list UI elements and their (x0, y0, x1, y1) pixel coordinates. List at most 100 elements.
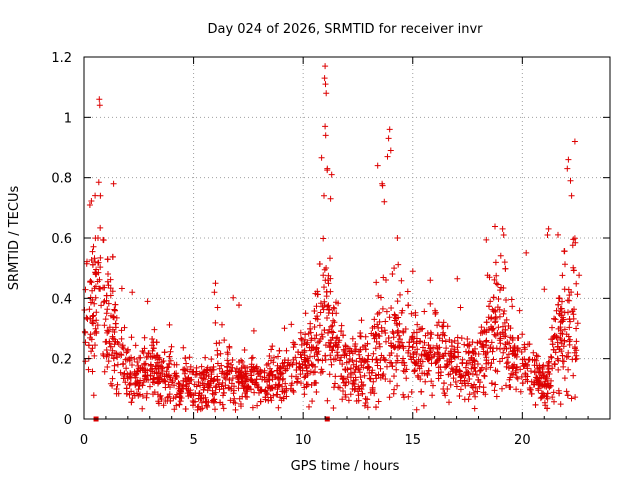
data-point (109, 288, 116, 295)
data-point (352, 385, 359, 392)
data-point (221, 374, 228, 381)
data-point (100, 236, 107, 243)
data-point (167, 357, 174, 364)
data-point (560, 363, 567, 370)
data-point (332, 380, 338, 387)
data-point (413, 340, 420, 347)
data-point (87, 334, 93, 341)
data-point (261, 374, 268, 381)
data-point (457, 368, 464, 375)
data-point (113, 386, 120, 392)
data-point (276, 382, 283, 389)
data-point (331, 305, 338, 312)
data-point (316, 261, 323, 267)
data-point (89, 261, 96, 268)
data-point (269, 371, 276, 378)
data-point (367, 375, 374, 382)
y-tick-labels: 0 0.2 0.4 0.6 0.8 1 1.2 (51, 51, 72, 428)
data-point (342, 382, 349, 389)
data-point (442, 338, 449, 345)
data-point (87, 331, 94, 338)
data-point (570, 264, 577, 271)
data-point (554, 343, 561, 350)
data-point (487, 298, 494, 305)
data-point (497, 346, 503, 352)
data-point (114, 381, 121, 388)
data-point (307, 329, 314, 336)
data-point (254, 384, 261, 391)
data-point (328, 361, 335, 368)
data-point (303, 381, 310, 388)
data-point (519, 356, 526, 363)
x-tick-label: 15 (404, 433, 421, 448)
data-point (391, 317, 398, 324)
data-point (568, 289, 575, 296)
x-tick-label: 5 (189, 433, 197, 448)
data-point (307, 320, 314, 327)
data-point (548, 354, 555, 361)
data-point (373, 279, 380, 286)
data-point (528, 390, 535, 397)
data-point (173, 370, 180, 377)
data-point (228, 361, 234, 368)
data-point (396, 342, 403, 349)
data-point (556, 390, 563, 397)
data-point (549, 324, 555, 331)
data-point (266, 353, 273, 359)
data-point (312, 363, 319, 370)
data-point (312, 379, 319, 386)
data-point (457, 374, 464, 381)
data-point (322, 277, 329, 284)
data-point (563, 388, 570, 395)
data-point (82, 286, 89, 293)
data-point (572, 394, 579, 401)
data-point (103, 347, 110, 353)
data-point (559, 272, 566, 279)
data-point (505, 323, 512, 329)
data-point (406, 339, 413, 346)
data-point (149, 342, 155, 349)
data-point (132, 342, 139, 349)
data-point (424, 372, 431, 378)
data-point (151, 326, 158, 333)
data-point (150, 375, 157, 382)
data-point (139, 348, 146, 355)
data-point (286, 362, 293, 368)
data-point (379, 305, 386, 312)
data-point (536, 381, 543, 388)
data-point (97, 224, 104, 231)
data-point (502, 341, 509, 348)
data-point (248, 372, 255, 379)
data-point (345, 397, 352, 404)
data-point (226, 343, 233, 350)
data-point (225, 384, 232, 391)
data-point (137, 377, 144, 384)
data-point (361, 359, 368, 366)
data-point (427, 335, 434, 342)
data-point (268, 397, 275, 404)
data-point (356, 351, 363, 358)
data-point (252, 365, 259, 372)
data-point (364, 340, 371, 347)
data-point (190, 402, 196, 409)
data-point (232, 400, 239, 407)
data-point (517, 388, 524, 395)
data-point (576, 272, 583, 279)
data-point (127, 374, 134, 381)
data-point (85, 366, 92, 373)
data-point (311, 335, 318, 342)
data-point (226, 376, 233, 383)
data-point (490, 294, 497, 301)
data-point (313, 303, 320, 310)
data-point (111, 362, 118, 369)
data-point (394, 235, 401, 241)
data-point (428, 378, 435, 385)
data-point (134, 368, 141, 375)
data-point (97, 285, 104, 292)
data-point (217, 350, 224, 357)
data-point (408, 356, 415, 363)
data-point (166, 391, 173, 398)
data-point (478, 324, 485, 331)
data-point (330, 356, 337, 363)
data-point (394, 382, 401, 389)
